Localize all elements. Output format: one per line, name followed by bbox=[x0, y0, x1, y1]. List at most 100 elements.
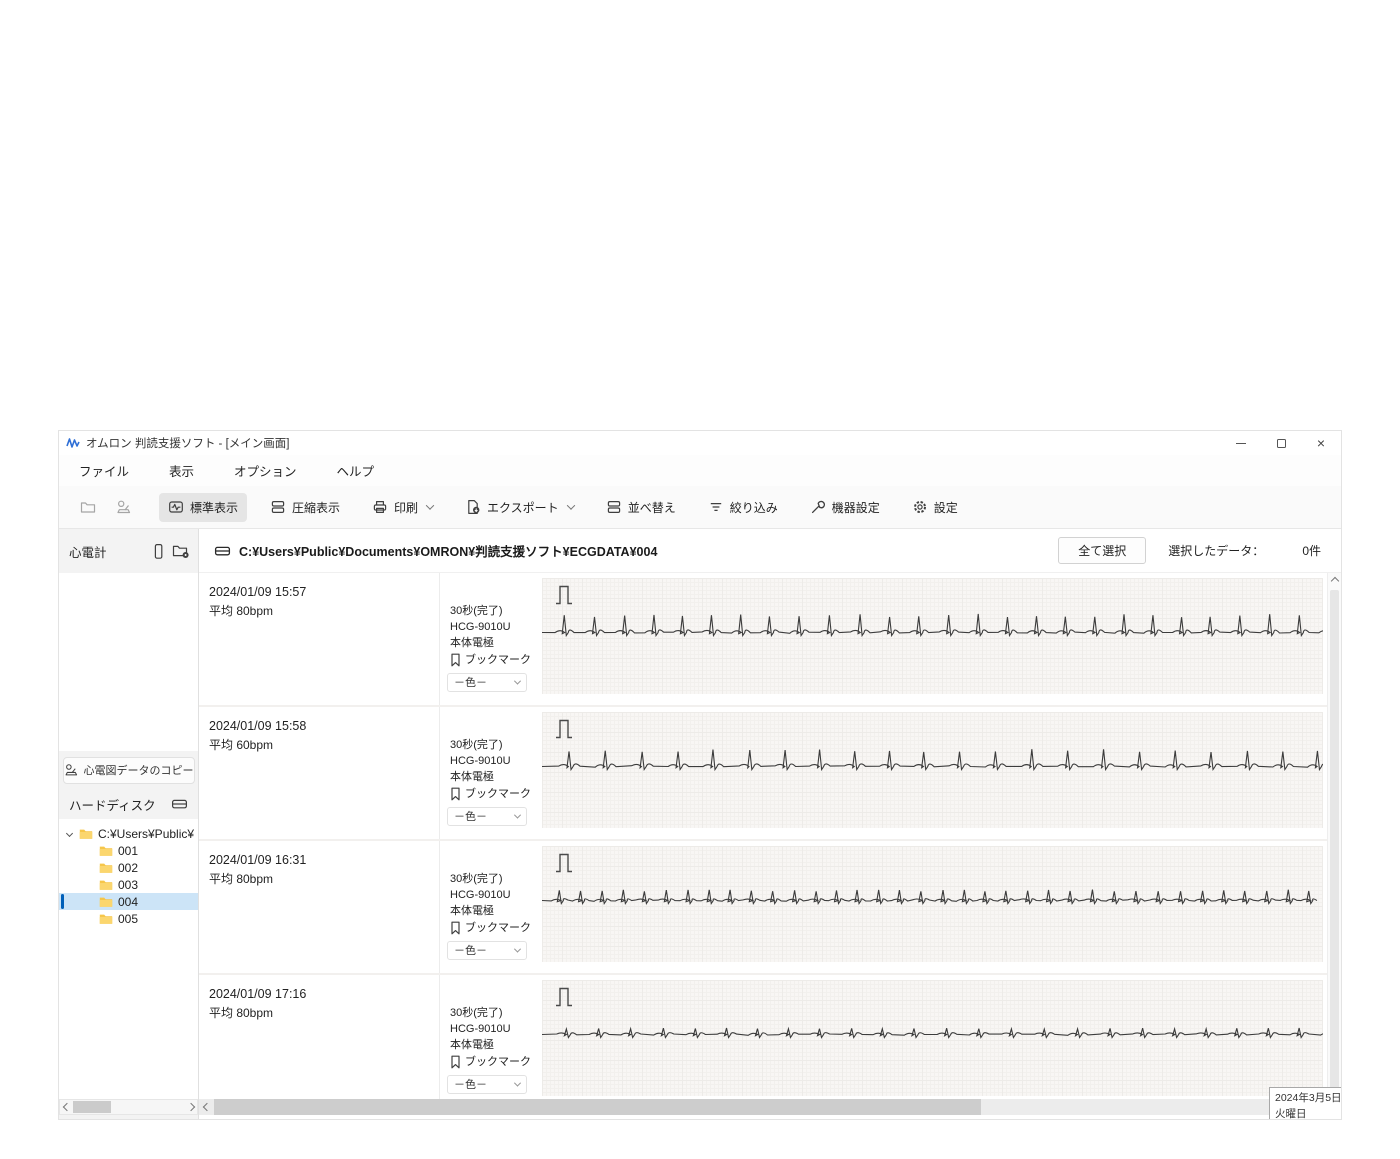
app-window: オムロン 判読支援ソフト - [メイン画面] × ファイル 表示 オプション ヘ… bbox=[58, 430, 1342, 1120]
hdd-section-label: ハードディスク bbox=[69, 798, 156, 813]
ecg-strip[interactable] bbox=[535, 841, 1341, 973]
folder-icon bbox=[99, 914, 113, 924]
tree-folder-002[interactable]: 002 bbox=[59, 859, 198, 876]
ecg-strip[interactable] bbox=[535, 573, 1341, 705]
record-average-bpm: 平均 60bpm bbox=[209, 738, 274, 752]
print-button[interactable]: 印刷 bbox=[363, 493, 442, 522]
calibration-pulse bbox=[556, 853, 572, 873]
color-select-dropdown[interactable]: －色－ bbox=[447, 807, 527, 826]
close-button[interactable]: × bbox=[1316, 435, 1326, 451]
folder-icon bbox=[99, 880, 113, 890]
export-button[interactable]: エクスポート bbox=[456, 493, 583, 522]
menu-help[interactable]: ヘルプ bbox=[336, 465, 375, 479]
record-datetime: 2024/01/09 16:31 bbox=[209, 853, 307, 867]
select-all-button[interactable]: 全て選択 bbox=[1058, 537, 1147, 564]
record-device-model: HCG-9010U bbox=[450, 621, 511, 633]
ecg-device-list[interactable] bbox=[59, 573, 198, 751]
record-duration: 30秒(完了) bbox=[450, 873, 503, 885]
record-device-model: HCG-9010U bbox=[450, 889, 511, 901]
record-row[interactable]: 2024/01/09 15:57 平均 80bpm 30秒(完了) HCG-90… bbox=[199, 573, 1341, 707]
record-electrode-type: 本体電極 bbox=[450, 771, 494, 783]
bookmark-label: ブックマーク bbox=[465, 1056, 531, 1068]
menu-view[interactable]: 表示 bbox=[169, 465, 195, 479]
main-horizontal-scrollbar[interactable] bbox=[199, 1099, 1341, 1115]
bookmark-row[interactable]: ブックマーク bbox=[450, 920, 535, 936]
scrollbar-thumb[interactable] bbox=[1330, 590, 1339, 1097]
scroll-up-icon[interactable] bbox=[1330, 576, 1339, 586]
compressed-view-button[interactable]: 圧縮表示 bbox=[261, 493, 349, 522]
chevron-down-icon bbox=[513, 1079, 522, 1087]
record-row[interactable]: 2024/01/09 15:58 平均 60bpm 30秒(完了) HCG-90… bbox=[199, 707, 1341, 841]
folder-icon bbox=[99, 863, 113, 873]
bookmark-icon bbox=[451, 653, 460, 667]
color-select-dropdown[interactable]: －色－ bbox=[447, 941, 527, 960]
sidebar-horizontal-scrollbar[interactable] bbox=[59, 1099, 198, 1115]
ecg-strip[interactable] bbox=[535, 975, 1341, 1099]
menu-bar: ファイル 表示 オプション ヘルプ bbox=[59, 455, 1341, 486]
folder-tree: C:¥Users¥Public¥ 001 002 003 004 bbox=[59, 819, 198, 1099]
gear-icon bbox=[913, 501, 926, 513]
record-row[interactable]: 2024/01/09 16:31 平均 80bpm 30秒(完了) HCG-90… bbox=[199, 841, 1341, 975]
scroll-right-icon[interactable] bbox=[186, 1102, 195, 1112]
tree-root-folder[interactable]: C:¥Users¥Public¥ bbox=[59, 825, 198, 842]
window-title: オムロン 判読支援ソフト - [メイン画面] bbox=[86, 438, 290, 450]
record-duration: 30秒(完了) bbox=[450, 605, 503, 617]
tree-folder-001[interactable]: 001 bbox=[59, 842, 198, 859]
copy-ecg-data-button[interactable]: 心電図データのコピー bbox=[62, 756, 195, 784]
print-icon bbox=[373, 501, 387, 513]
sort-button[interactable]: 並べ替え bbox=[597, 493, 685, 522]
record-average-bpm: 平均 80bpm bbox=[209, 604, 274, 618]
menu-options[interactable]: オプション bbox=[234, 465, 297, 479]
bookmark-row[interactable]: ブックマーク bbox=[450, 652, 535, 668]
maximize-button[interactable] bbox=[1261, 431, 1301, 455]
folder-icon bbox=[79, 829, 93, 839]
folder-icon bbox=[99, 846, 113, 856]
device-settings-button[interactable]: 機器設定 bbox=[801, 493, 889, 522]
folder-icon bbox=[99, 897, 113, 907]
ecg-waveform bbox=[542, 613, 1323, 638]
bookmark-icon bbox=[451, 787, 460, 801]
record-average-bpm: 平均 80bpm bbox=[209, 1006, 274, 1020]
compressed-view-icon bbox=[271, 500, 285, 514]
color-select-dropdown[interactable]: －色－ bbox=[447, 673, 527, 692]
minimize-button[interactable] bbox=[1221, 431, 1261, 455]
menu-file[interactable]: ファイル bbox=[79, 465, 130, 479]
sidebar: 心電計 心電図データのコピー ハードディスク bbox=[59, 529, 199, 1119]
chevron-down-icon bbox=[566, 501, 575, 510]
scrollbar-thumb[interactable] bbox=[73, 1101, 111, 1113]
tree-folder-005[interactable]: 005 bbox=[59, 910, 198, 927]
bookmark-row[interactable]: ブックマーク bbox=[450, 786, 535, 802]
record-datetime: 2024/01/09 17:16 bbox=[209, 987, 307, 1001]
export-icon bbox=[468, 500, 480, 514]
tree-folder-004[interactable]: 004 bbox=[59, 893, 198, 910]
scroll-left-icon[interactable] bbox=[62, 1102, 71, 1112]
ecg-device-icon[interactable] bbox=[151, 543, 166, 560]
tooltip-date: 2024年3月5日 bbox=[1275, 1092, 1342, 1104]
record-device-model: HCG-9010U bbox=[450, 1023, 511, 1035]
ecg-waveform bbox=[542, 749, 1323, 772]
bookmark-row[interactable]: ブックマーク bbox=[450, 1054, 535, 1070]
scrollbar-thumb[interactable] bbox=[214, 1099, 981, 1115]
record-row[interactable]: 2024/01/09 17:16 平均 80bpm 30秒(完了) HCG-90… bbox=[199, 975, 1341, 1099]
chevron-down-icon bbox=[513, 677, 522, 685]
current-date-tooltip: 2024年3月5日 火曜日 bbox=[1269, 1087, 1342, 1120]
color-select-dropdown[interactable]: －色－ bbox=[447, 1075, 527, 1094]
selected-data-label: 選択したデータ： bbox=[1168, 544, 1265, 558]
ecg-strip[interactable] bbox=[535, 707, 1341, 839]
vertical-scrollbar[interactable] bbox=[1327, 573, 1341, 1099]
calibration-pulse bbox=[556, 987, 572, 1007]
open-folder-button[interactable] bbox=[73, 493, 103, 521]
copy-data-button[interactable] bbox=[109, 493, 139, 521]
standard-view-button[interactable]: 標準表示 bbox=[159, 492, 248, 522]
ecg-waveform bbox=[542, 1026, 1323, 1039]
tree-folder-003[interactable]: 003 bbox=[59, 876, 198, 893]
scroll-left-icon[interactable] bbox=[202, 1102, 211, 1112]
chevron-expand-icon[interactable] bbox=[65, 829, 74, 838]
bookmark-icon bbox=[451, 921, 460, 935]
settings-button[interactable]: 設定 bbox=[903, 493, 967, 522]
tooltip-weekday: 火曜日 bbox=[1275, 1108, 1307, 1120]
filter-button[interactable]: 絞り込み bbox=[699, 493, 787, 522]
bookmark-label: ブックマーク bbox=[465, 654, 531, 666]
record-datetime: 2024/01/09 15:58 bbox=[209, 719, 307, 733]
folder-settings-icon[interactable] bbox=[172, 543, 190, 559]
